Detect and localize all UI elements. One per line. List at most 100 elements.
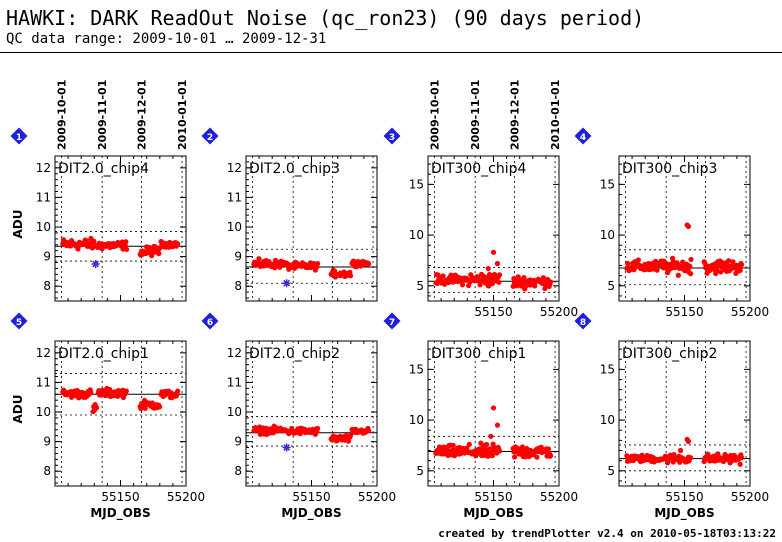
panel-label: DIT300_chip3 [622, 161, 717, 177]
x-tick-label: 55200 [540, 490, 578, 504]
data-point [488, 433, 494, 439]
panel-label: DIT2.0_chip3 [249, 161, 340, 177]
data-point [93, 405, 100, 411]
panel-4: 5 10 15 55150 55200 DIT300_chip3 4 [574, 127, 769, 319]
panel-badge [383, 312, 401, 330]
data-point [450, 442, 456, 448]
panel-label: DIT2.0_chip2 [249, 346, 340, 362]
data-point [494, 422, 501, 428]
y-tick-label: 12 [227, 346, 242, 360]
y-tick-label: 9 [234, 435, 242, 449]
data-point [314, 260, 321, 267]
x-axis-label: MJD_OBS [90, 506, 150, 521]
panel-badge [201, 312, 219, 330]
date-tick-label: 2010-01-01 [549, 80, 562, 150]
data-point [345, 438, 352, 444]
y-tick-label: 11 [227, 375, 242, 389]
panel-8: 5 10 15 55150 55200 DIT300_chip2 MJD_OBS 8 [574, 312, 769, 521]
date-tick-label: 2009-11-01 [96, 80, 109, 150]
data-point [490, 249, 497, 255]
data-point [466, 441, 472, 448]
x-tick-label: 55200 [540, 305, 578, 319]
panel-label: DIT2.0_chip4 [58, 161, 149, 177]
x-tick-label: 55150 [665, 305, 703, 319]
panel-badge-number: 3 [389, 133, 395, 143]
data-point [522, 284, 528, 290]
x-axis-label: MJD_OBS [281, 506, 341, 521]
y-tick-label: 9 [43, 435, 51, 449]
y-axis-label: ADU [11, 210, 25, 239]
panel-label: DIT300_chip4 [431, 161, 527, 177]
panel-badge-number: 2 [207, 133, 213, 143]
y-tick-label: 10 [227, 405, 242, 419]
data-point [123, 246, 130, 253]
y-tick-label: 10 [36, 405, 51, 419]
y-tick-label: 15 [600, 362, 615, 376]
data-point [726, 258, 732, 264]
data-point [496, 448, 503, 454]
data-point [489, 453, 495, 459]
data-point [332, 268, 338, 274]
y-tick-label: 10 [36, 220, 51, 234]
data-point [496, 279, 502, 285]
y-tick-label: 5 [607, 464, 615, 478]
y-tick-label: 11 [36, 375, 51, 389]
date-tick-label: 2009-11-01 [469, 80, 482, 150]
y-tick-label: 10 [409, 228, 424, 242]
outlier-point [282, 443, 291, 452]
data-point [635, 257, 641, 263]
data-point [91, 238, 97, 244]
y-tick-label: 12 [36, 346, 51, 360]
y-tick-label: 9 [234, 250, 242, 264]
data-point [484, 441, 490, 448]
outlier-stroke [283, 279, 290, 287]
outlier-point [282, 279, 291, 288]
data-point [730, 259, 736, 265]
x-tick-label: 55150 [101, 490, 139, 504]
x-tick-label: 55150 [474, 490, 512, 504]
data-point [688, 256, 694, 263]
panel-badge-number: 1 [16, 133, 22, 143]
data-point [366, 261, 372, 267]
outlier-point [91, 260, 100, 269]
y-tick-label: 15 [600, 177, 615, 191]
y-tick-label: 5 [416, 464, 424, 478]
y-tick-label: 9 [43, 250, 51, 264]
data-point [687, 271, 694, 277]
x-axis-label: MJD_OBS [654, 506, 714, 521]
data-point [687, 263, 693, 269]
y-tick-label: 12 [227, 161, 242, 175]
panel-badge-number: 4 [580, 133, 586, 143]
data-point [348, 432, 354, 438]
x-tick-label: 55150 [665, 490, 703, 504]
data-point [75, 246, 81, 252]
plot-frame [245, 155, 378, 302]
y-tick-label: 15 [409, 362, 424, 376]
date-tick-label: 2010-01-01 [176, 80, 189, 150]
outlier-stroke [283, 444, 290, 451]
x-axis-label: MJD_OBS [463, 506, 523, 521]
data-point [677, 447, 684, 454]
data-point [175, 388, 181, 394]
data-point [511, 454, 518, 460]
title-divider [0, 52, 782, 53]
data-point [142, 405, 148, 411]
data-point [123, 388, 129, 394]
data-point [532, 283, 538, 289]
data-point [485, 265, 491, 272]
y-tick-label: 8 [234, 464, 242, 478]
y-tick-label: 8 [234, 279, 242, 293]
x-tick-label: 55200 [358, 490, 396, 504]
outlier-stroke [92, 260, 99, 268]
data-point [485, 453, 491, 459]
x-tick-label: 55200 [167, 490, 205, 504]
date-tick-label: 2009-12-01 [135, 80, 148, 150]
x-tick-label: 55200 [731, 490, 769, 504]
x-tick-label: 55150 [474, 305, 512, 319]
panel-badge-number: 8 [580, 318, 586, 328]
data-point [687, 455, 694, 461]
plot-frame [54, 155, 187, 302]
x-tick-label: 55200 [731, 305, 769, 319]
data-point [737, 461, 743, 467]
